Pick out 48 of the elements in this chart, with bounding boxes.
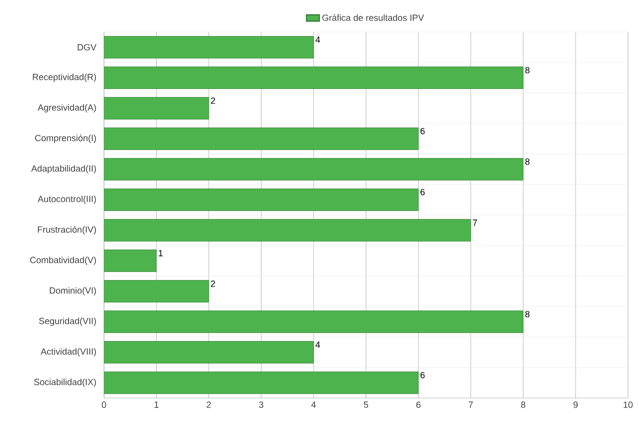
y-tick-label: Agresividad(A)	[38, 104, 96, 112]
bar	[104, 372, 419, 394]
x-tick-label: 6	[416, 402, 421, 408]
y-tick-label: Sociabilidad(IX)	[34, 378, 96, 387]
y-tick-label: Autocontrol(III)	[38, 196, 96, 204]
bar	[104, 310, 524, 333]
bar	[104, 250, 157, 272]
bar	[104, 128, 419, 150]
y-tick-label: Receptividad(R)	[32, 74, 96, 82]
bar	[104, 341, 314, 364]
data-label: 8	[525, 310, 530, 318]
bar	[104, 219, 472, 242]
x-tick-label: 5	[364, 402, 368, 408]
data-label: 4	[316, 342, 320, 348]
legend-label: Gráfica de resultados IPV	[322, 14, 424, 21]
x-tick-label: 3	[259, 402, 264, 408]
bar	[104, 97, 209, 120]
x-tick-label: 10	[624, 402, 633, 408]
y-tick-label: Actividad(VIII)	[40, 348, 96, 356]
y-tick-label: DGV	[78, 44, 96, 50]
bar	[104, 158, 524, 180]
y-tick-label: Adaptabilidad(II)	[31, 165, 96, 174]
y-tick-label: Combatividad(V)	[30, 256, 96, 265]
data-label: 1	[158, 250, 163, 256]
x-tick-label: 8	[521, 402, 526, 408]
y-tick-label: Seguridad(VII)	[39, 318, 96, 326]
bar	[104, 188, 419, 211]
x-tick-label: 2	[206, 402, 211, 408]
data-label: 6	[420, 188, 425, 196]
y-tick-label: Dominio(VI)	[50, 287, 96, 296]
bar	[104, 280, 209, 302]
data-label: 2	[210, 97, 216, 104]
y-tick-label: Comprensión(I)	[35, 134, 96, 143]
bar	[104, 66, 524, 89]
x-tick-label: 4	[311, 402, 316, 408]
x-tick-label: 9	[574, 402, 578, 408]
data-label: 4	[316, 36, 320, 43]
data-label: 8	[525, 158, 530, 165]
data-label: 2	[210, 280, 216, 287]
x-tick-label: 1	[154, 402, 158, 408]
data-label: 8	[525, 66, 530, 74]
data-label: 7	[472, 220, 478, 226]
data-label: 6	[420, 372, 425, 378]
x-tick-label: 0	[102, 402, 106, 408]
y-tick-label: Frustración(IV)	[38, 226, 96, 234]
x-tick-label: 7	[468, 402, 473, 408]
data-label: 6	[420, 128, 425, 134]
bar	[104, 36, 314, 58]
